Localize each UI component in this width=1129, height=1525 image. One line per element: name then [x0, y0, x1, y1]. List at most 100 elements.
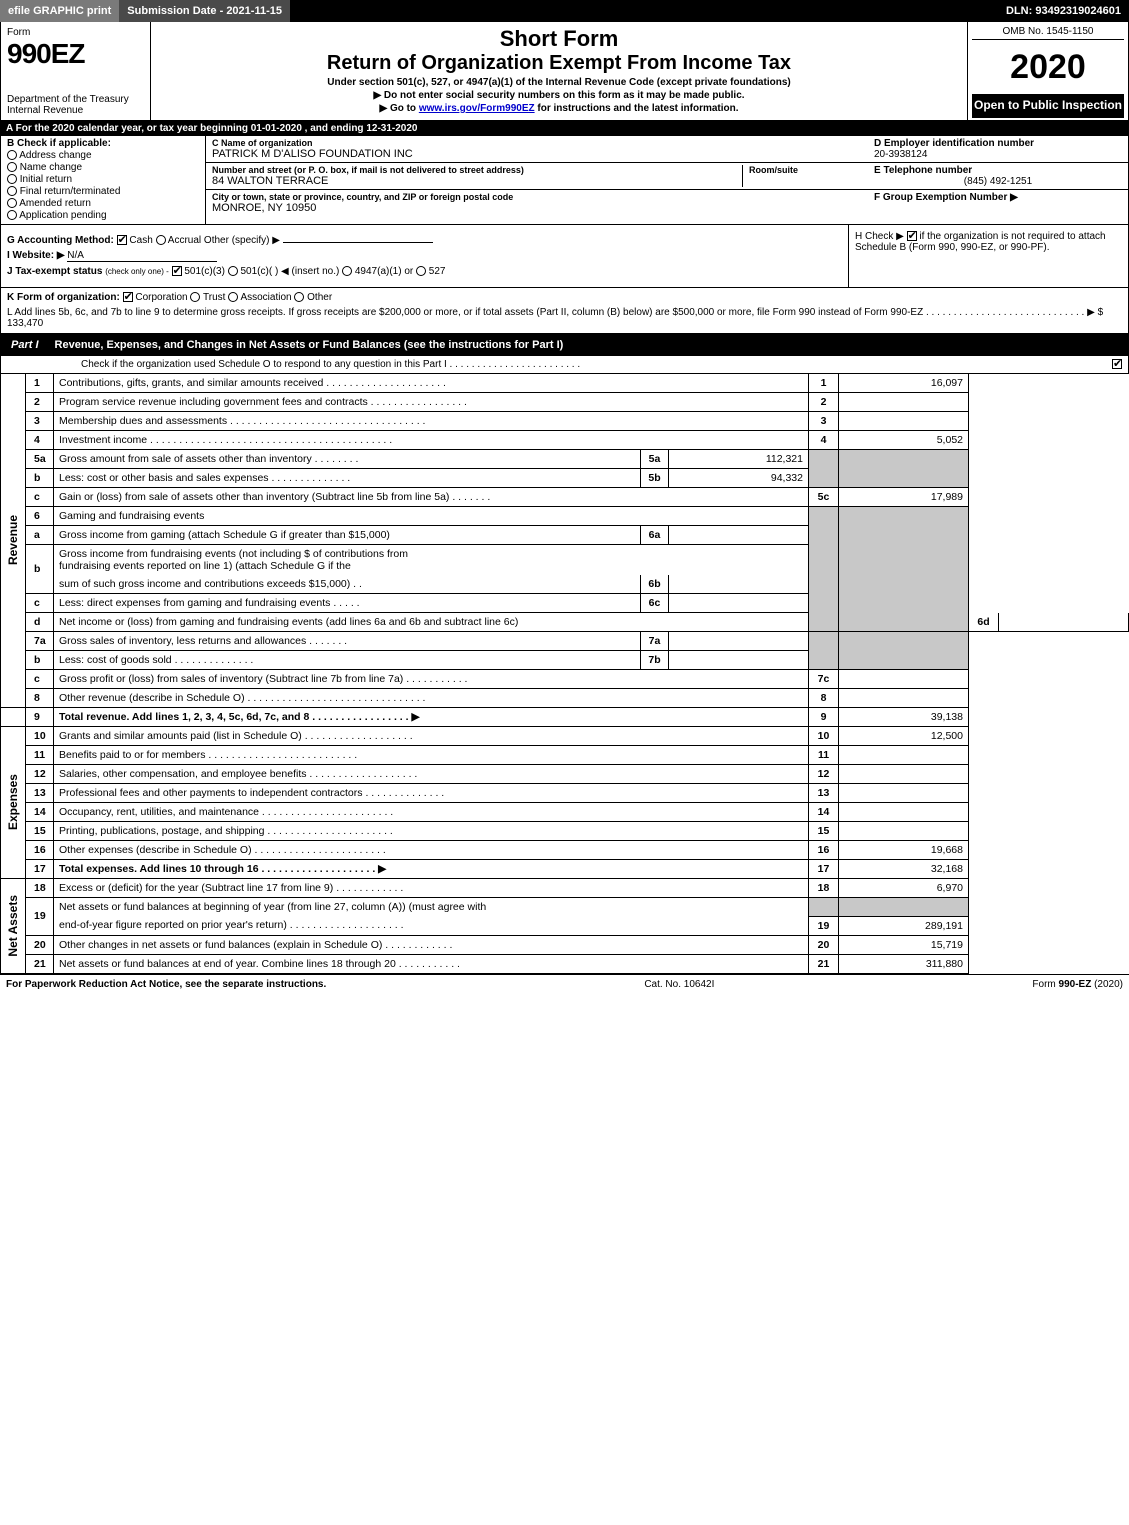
- ln-6a-sv: [669, 526, 809, 545]
- cb-amended-return[interactable]: Amended return: [7, 198, 199, 209]
- addr-value: 84 WALTON TERRACE: [212, 175, 742, 187]
- submission-date-button[interactable]: Submission Date - 2021-11-15: [119, 0, 290, 22]
- ln-21-r: 21: [809, 954, 839, 973]
- revenue-side-label: Revenue: [1, 374, 26, 708]
- section-b: B Check if applicable: Address change Na…: [1, 136, 206, 224]
- ln-15: 15: [26, 822, 54, 841]
- ln-15-r: 15: [809, 822, 839, 841]
- ln-7c: c: [26, 670, 54, 689]
- ln-4-r: 4: [809, 431, 839, 450]
- ln-21: 21: [26, 954, 54, 973]
- cb-accrual[interactable]: [156, 235, 166, 245]
- ln-5a-sc: 5a: [641, 450, 669, 469]
- cb-final-return[interactable]: Final return/terminated: [7, 186, 199, 197]
- org-name-label: C Name of organization: [212, 138, 862, 148]
- ln-19-desc2: end-of-year figure reported on prior yea…: [54, 916, 809, 935]
- ln-5c-desc: Gain or (loss) from sale of assets other…: [54, 488, 809, 507]
- line-i: I Website: ▶ N/A: [7, 250, 842, 262]
- ln-6d-desc: Net income or (loss) from gaming and fun…: [54, 613, 809, 632]
- cb-address-change[interactable]: Address change: [7, 150, 199, 161]
- ln-18-desc: Excess or (deficit) for the year (Subtra…: [54, 879, 809, 898]
- ln-17-desc: Total expenses. Add lines 10 through 16 …: [54, 860, 809, 879]
- ln-10-r: 10: [809, 727, 839, 746]
- ln-11-r: 11: [809, 746, 839, 765]
- cb-trust[interactable]: [190, 292, 200, 302]
- header-sub3: ▶ Go to www.irs.gov/Form990EZ for instru…: [161, 103, 957, 114]
- ln-12: 12: [26, 765, 54, 784]
- ln-6a-sc: 6a: [641, 526, 669, 545]
- ln-6b-desc1: Gross income from fundraising events (no…: [54, 545, 809, 576]
- cb-schedule-b[interactable]: [907, 231, 917, 241]
- room-label: Room/suite: [749, 165, 862, 175]
- ln-5b-sv: 94,332: [669, 469, 809, 488]
- ln-16-desc: Other expenses (describe in Schedule O) …: [54, 841, 809, 860]
- ln-6b-desc3: sum of such gross income and contributio…: [54, 575, 641, 594]
- section-bcdef: B Check if applicable: Address change Na…: [0, 136, 1129, 225]
- cb-initial-return[interactable]: Initial return: [7, 174, 199, 185]
- efile-print-button[interactable]: efile GRAPHIC print: [0, 0, 119, 22]
- ln-1-desc: Contributions, gifts, grants, and simila…: [54, 374, 809, 393]
- ln-19-shade-val: [839, 898, 969, 917]
- part1-sub: Check if the organization used Schedule …: [0, 356, 1129, 374]
- ln-6d-r: 6d: [969, 613, 999, 632]
- cb-cash[interactable]: [117, 235, 127, 245]
- ln-4: 4: [26, 431, 54, 450]
- irs-link[interactable]: www.irs.gov/Form990EZ: [419, 103, 535, 114]
- form-label: Form: [7, 27, 30, 38]
- row-a-tax-year: A For the 2020 calendar year, or tax yea…: [0, 121, 1129, 136]
- cb-name-change[interactable]: Name change: [7, 162, 199, 173]
- ln-19: 19: [26, 898, 54, 936]
- cb-4947[interactable]: [342, 266, 352, 276]
- ln-7c-r: 7c: [809, 670, 839, 689]
- footer-left: For Paperwork Reduction Act Notice, see …: [6, 979, 326, 990]
- ln-7b-sc: 7b: [641, 651, 669, 670]
- cb-association[interactable]: [228, 292, 238, 302]
- form-header: Form 990EZ Department of the Treasury In…: [0, 22, 1129, 121]
- ln-5b-desc: Less: cost or other basis and sales expe…: [54, 469, 641, 488]
- ln-8-val: [839, 689, 969, 708]
- ln-14-r: 14: [809, 803, 839, 822]
- phone-label: E Telephone number: [874, 165, 1122, 176]
- ln-6b-sv: [669, 575, 809, 594]
- org-name-value: PATRICK M D'ALISO FOUNDATION INC: [212, 148, 862, 160]
- cb-application-pending[interactable]: Application pending: [7, 210, 199, 221]
- ln-14: 14: [26, 803, 54, 822]
- ln-6: 6: [26, 507, 54, 526]
- part1-table: Revenue 1 Contributions, gifts, grants, …: [0, 374, 1129, 974]
- ln-1: 1: [26, 374, 54, 393]
- cb-501c[interactable]: [228, 266, 238, 276]
- cb-other-org[interactable]: [294, 292, 304, 302]
- ln-18-val: 6,970: [839, 879, 969, 898]
- city-value: MONROE, NY 10950: [212, 202, 862, 214]
- cb-527[interactable]: [416, 266, 426, 276]
- ln-2-val: [839, 393, 969, 412]
- cb-schedule-o[interactable]: [1112, 359, 1122, 369]
- cb-501c3[interactable]: [172, 266, 182, 276]
- ln-9-val: 39,138: [839, 708, 969, 727]
- netassets-side-label: Net Assets: [1, 879, 26, 974]
- ln-5ab-shade: [809, 450, 839, 488]
- ln-7c-val: [839, 670, 969, 689]
- ln-20-val: 15,719: [839, 935, 969, 954]
- ln-8-r: 8: [809, 689, 839, 708]
- ln-6a-desc: Gross income from gaming (attach Schedul…: [54, 526, 641, 545]
- ln-20-r: 20: [809, 935, 839, 954]
- ln-6b: b: [26, 545, 54, 594]
- ln-5c-r: 5c: [809, 488, 839, 507]
- ln-12-r: 12: [809, 765, 839, 784]
- ln-2-r: 2: [809, 393, 839, 412]
- ln-16-r: 16: [809, 841, 839, 860]
- phone-value: (845) 492-1251: [874, 176, 1122, 187]
- ln-5c: c: [26, 488, 54, 507]
- ln-16-val: 19,668: [839, 841, 969, 860]
- section-h: H Check ▶ if the organization is not req…: [848, 225, 1128, 287]
- ln-5b-sc: 5b: [641, 469, 669, 488]
- ln-7a-sv: [669, 632, 809, 651]
- ln-15-val: [839, 822, 969, 841]
- header-sub2: ▶ Do not enter social security numbers o…: [161, 90, 957, 101]
- cb-corporation[interactable]: [123, 292, 133, 302]
- part1-title: Revenue, Expenses, and Changes in Net As…: [49, 339, 1128, 351]
- ln-14-val: [839, 803, 969, 822]
- ln-5a-sv: 112,321: [669, 450, 809, 469]
- ln-4-desc: Investment income . . . . . . . . . . . …: [54, 431, 809, 450]
